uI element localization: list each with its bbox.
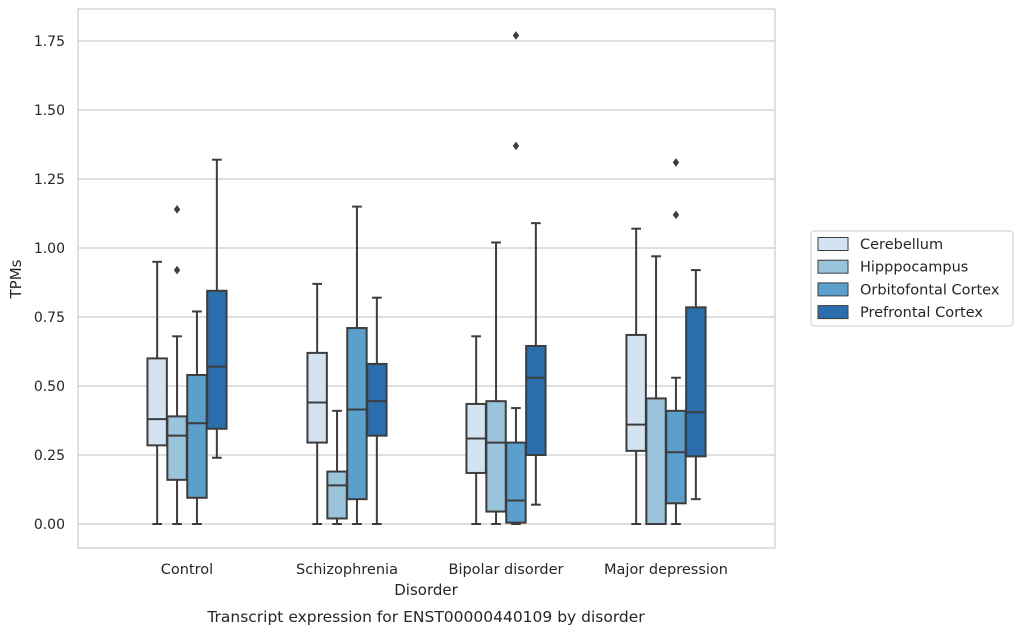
- y-tick-label: 0.50: [34, 379, 65, 395]
- y-tick-label: 1.25: [34, 172, 65, 188]
- box-group: [206, 158, 228, 459]
- boxes: [146, 31, 707, 526]
- x-tick-labels: Control Schizophrenia Bipolar disorder Majo…: [161, 562, 728, 578]
- box: [346, 327, 368, 501]
- box: [645, 397, 667, 526]
- plot-frame: [77, 8, 776, 549]
- x-tick-label: Control: [161, 562, 213, 578]
- y-tick-label: 1.75: [34, 34, 65, 50]
- outlier-point: [173, 265, 181, 275]
- box-group: [366, 296, 388, 525]
- box-group: [485, 241, 507, 525]
- legend-items: Cerebellum Hipppocampus Orbitofontal Corte…: [817, 237, 1000, 321]
- box: [186, 373, 208, 499]
- box: [625, 333, 647, 452]
- legend-label: Hipppocampus: [860, 260, 968, 276]
- outlier-point: [512, 31, 520, 40]
- box-group: [346, 205, 368, 525]
- box: [166, 415, 188, 481]
- legend-swatch: [817, 237, 849, 251]
- box-group: [186, 310, 208, 525]
- box-group: [146, 260, 168, 525]
- box-group: [166, 205, 188, 525]
- x-axis-label: Disorder: [394, 581, 458, 599]
- y-axis-label: TPMs: [7, 259, 25, 299]
- x-tick-label: Schizophrenia: [296, 562, 398, 578]
- box: [306, 351, 328, 444]
- box: [326, 470, 348, 520]
- outlier-point: [173, 205, 181, 214]
- box: [366, 362, 388, 437]
- legend: Cerebellum Hipppocampus Orbitofontal Corte…: [810, 230, 1014, 327]
- y-tick-label: 0.00: [34, 517, 65, 533]
- y-tick-label: 0.75: [34, 310, 65, 326]
- outlier-point: [672, 210, 680, 220]
- box-group: [505, 31, 527, 525]
- box-group: [465, 335, 487, 525]
- box-group: [625, 227, 647, 525]
- y-tick-label: 1.00: [34, 241, 65, 257]
- box-group: [685, 269, 707, 501]
- outlier-point: [672, 158, 680, 167]
- box: [665, 409, 687, 505]
- outlier-point: [512, 141, 520, 151]
- y-tick-labels: 0.00 0.25 0.50 0.75 1.00 1.25 1.50 1.75: [34, 34, 65, 533]
- x-tick-label: Major depression: [604, 562, 728, 578]
- legend-label: Orbitofontal Cortex: [860, 282, 1000, 298]
- box-group: [665, 158, 687, 525]
- x-tick-label: Bipolar disorder: [449, 562, 564, 578]
- legend-label: Prefrontal Cortex: [860, 305, 983, 321]
- box: [505, 441, 527, 524]
- box-group: [326, 409, 348, 525]
- legend-swatch: [817, 305, 849, 320]
- box-group: [306, 282, 328, 525]
- box: [685, 306, 707, 458]
- box: [146, 357, 168, 447]
- chart-caption: Transcript expression for ENST0000044010…: [206, 608, 645, 626]
- box: [206, 289, 228, 430]
- legend-label: Cerebellum: [860, 237, 943, 253]
- box-group: [645, 255, 667, 526]
- y-tick-label: 1.50: [34, 103, 65, 119]
- y-tick-label: 0.25: [34, 448, 65, 464]
- box: [525, 344, 547, 457]
- box: [485, 400, 507, 513]
- legend-swatch: [817, 259, 849, 274]
- box-group: [525, 222, 547, 506]
- legend-swatch: [817, 282, 849, 297]
- legend-frame: [810, 230, 1014, 327]
